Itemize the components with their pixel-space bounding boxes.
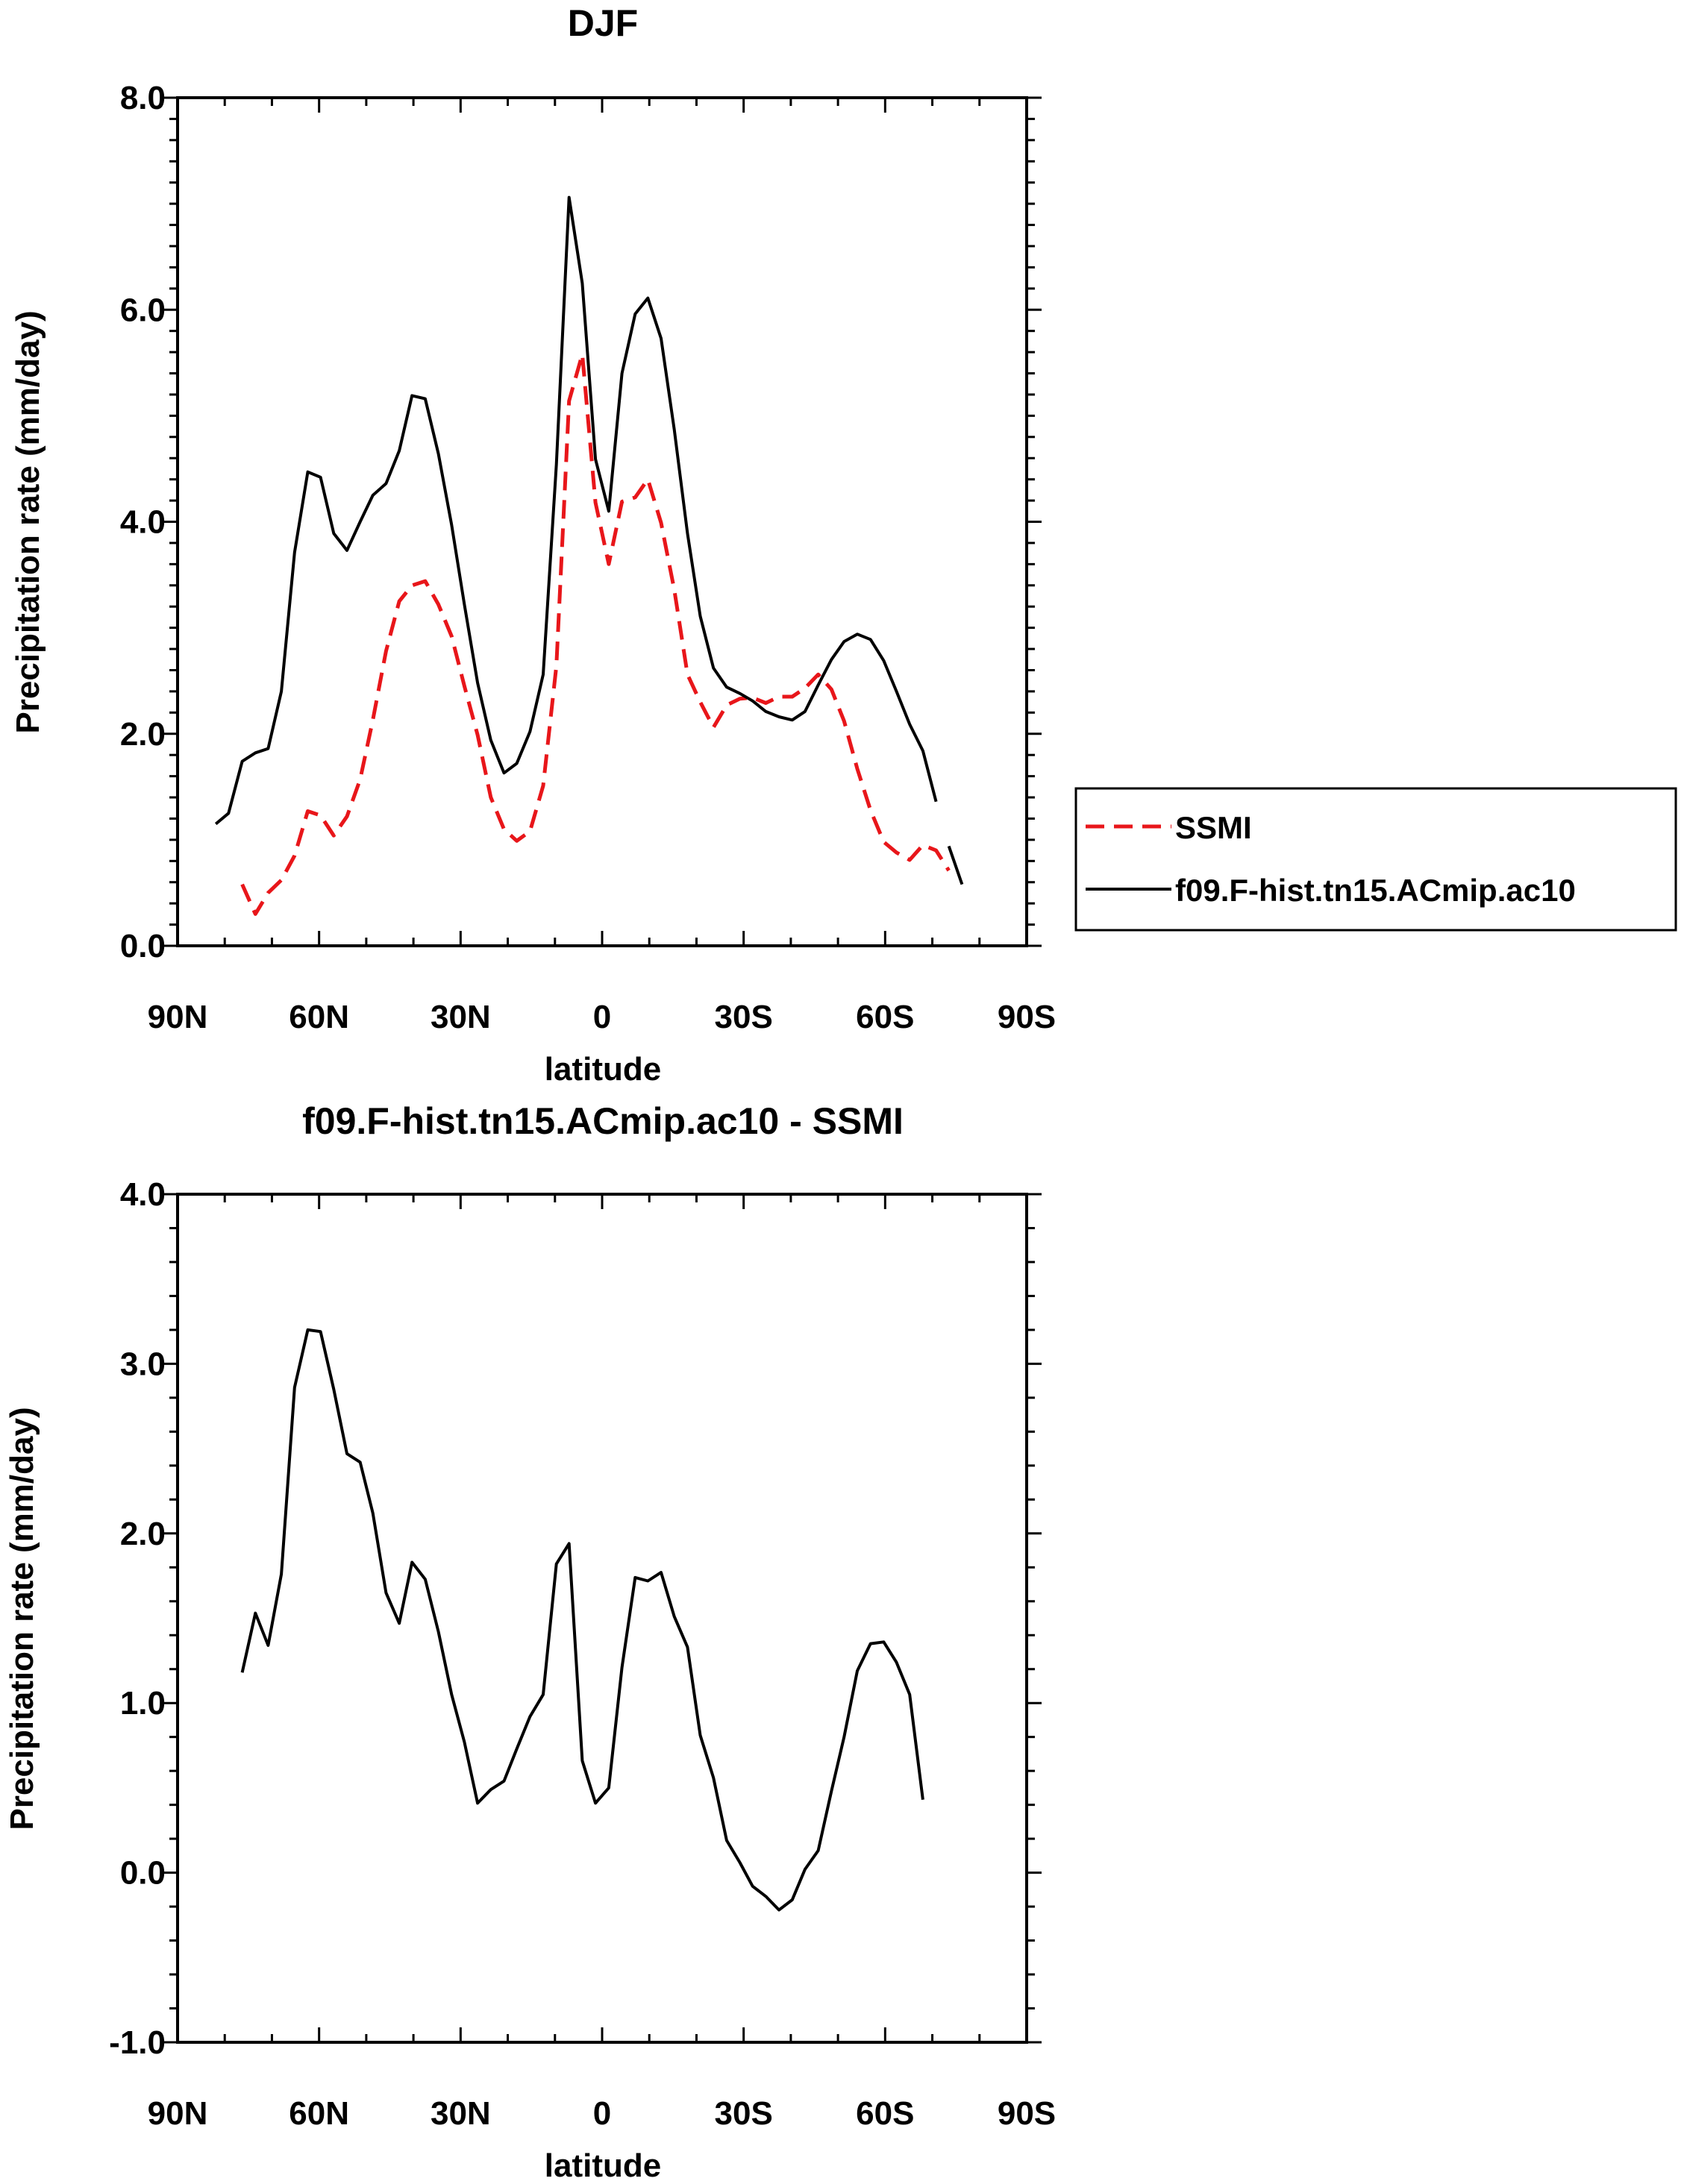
y-tick-label: 8.0 <box>120 80 166 116</box>
y-tick-label: 3.0 <box>120 1346 166 1382</box>
plot-frame <box>176 1193 1028 2044</box>
series-line-model <box>214 195 938 826</box>
y-axis-label: Precipitation rate (mm/day) <box>4 1407 40 1830</box>
x-tick-label: 60N <box>289 2095 349 2132</box>
x-tick-labels: 90N 60N 30N 0 30S 60S 90S <box>148 2095 1057 2132</box>
y-tick-label: 2.0 <box>120 1516 166 1552</box>
series-line-model <box>947 845 964 885</box>
x-tick-label: 30S <box>715 2095 773 2132</box>
x-tick-label: 90N <box>148 2095 208 2132</box>
series-line-difference <box>240 1328 924 1912</box>
y-tick-label: 2.0 <box>120 716 166 753</box>
y-tick-label: -1.0 <box>109 2024 166 2061</box>
legend-box <box>1074 787 1677 932</box>
y-tick-label: 4.0 <box>120 1176 166 1213</box>
chart-title: DJF <box>568 2 638 44</box>
series-group <box>214 195 964 916</box>
x-tick-labels: 90N 60N 30N 0 30S 60S 90S <box>148 999 1057 1035</box>
x-tick-label: 90S <box>998 2095 1056 2132</box>
panel-difference: f09.F-hist.tn15.ACmip.ac10 - SSMI -1.0 0.… <box>4 1100 1056 2184</box>
series-line-ssmi <box>240 352 951 916</box>
axis-ticks <box>163 1193 1042 2044</box>
x-tick-label: 30N <box>431 2095 491 2132</box>
panel-djf: DJF 0.02.04.06.08.0 90N 60N 30N 0 30S 60S 90S … <box>10 2 1056 1088</box>
x-tick-label: 90N <box>148 999 208 1035</box>
chart-title: f09.F-hist.tn15.ACmip.ac10 - SSMI <box>302 1100 904 1142</box>
x-tick-label: 90S <box>998 999 1056 1035</box>
x-axis-label: latitude <box>545 2147 661 2184</box>
legend-label-model: f09.F-hist.tn15.ACmip.ac10 <box>1175 873 1576 908</box>
x-tick-label: 60S <box>856 2095 914 2132</box>
x-tick-label: 0 <box>593 999 611 1035</box>
legend-label-ssmi: SSMI <box>1175 810 1252 845</box>
x-axis-label: latitude <box>545 1051 661 1088</box>
y-tick-labels: 0.0 2.0 4.0 6.0 8.0 <box>120 80 166 964</box>
y-tick-label: 6.0 <box>120 292 166 328</box>
y-tick-label: 0.0 <box>120 928 166 964</box>
x-tick-label: 30S <box>715 999 773 1035</box>
legend: SSMI f09.F-hist.tn15.ACmip.ac10 <box>1074 787 1677 932</box>
y-tick-label: 1.0 <box>120 1685 166 1722</box>
x-tick-label: 60S <box>856 999 914 1035</box>
axis-ticks <box>163 96 1042 947</box>
y-tick-labels: -1.0 0.0 1.0 2.0 3.0 4.0 <box>109 1176 166 2061</box>
y-tick-label: 4.0 <box>120 504 166 541</box>
y-axis-label: Precipitation rate (mm/day) <box>10 310 46 733</box>
series-group <box>240 1328 924 1912</box>
x-tick-label: 60N <box>289 999 349 1035</box>
y-tick-label: 0.0 <box>120 1855 166 1892</box>
plot-frame <box>176 96 1028 947</box>
x-tick-label: 30N <box>431 999 491 1035</box>
x-tick-label: 0 <box>593 2095 611 2132</box>
